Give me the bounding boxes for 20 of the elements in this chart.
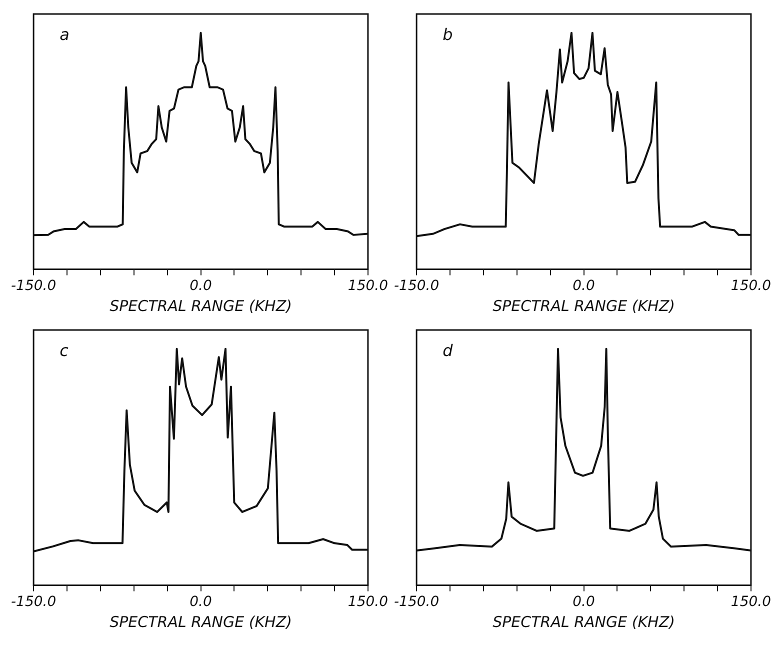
x-tick-label: 0.0 bbox=[190, 278, 212, 294]
x-axis-title: SPECTRAL RANGE (KHZ) bbox=[110, 296, 292, 315]
x-tick-label: 150.0 bbox=[730, 278, 772, 294]
x-tick-label: -150.0 bbox=[394, 278, 440, 294]
x-tick-label: -150.0 bbox=[394, 594, 440, 610]
x-tick-label: -150.0 bbox=[10, 594, 56, 610]
x-tick-label: 150.0 bbox=[348, 594, 388, 610]
x-tick-label: 0.0 bbox=[572, 594, 595, 610]
x-tick-label: 0.0 bbox=[572, 278, 595, 294]
annotation: c bbox=[60, 341, 69, 360]
x-tick-label: 150.0 bbox=[348, 278, 388, 294]
x-axis-title: SPECTRAL RANGE (KHZ) bbox=[110, 612, 292, 631]
x-axis-title: SPECTRAL RANGE (KHZ) bbox=[492, 296, 675, 315]
x-tick-label: -150.0 bbox=[10, 278, 56, 294]
annotation: b bbox=[442, 25, 453, 44]
x-tick-label: 0.0 bbox=[190, 594, 212, 610]
annotation: d bbox=[442, 341, 454, 360]
annotation: a bbox=[60, 25, 70, 44]
x-axis-title: SPECTRAL RANGE (KHZ) bbox=[492, 612, 675, 631]
x-tick-label: 150.0 bbox=[730, 594, 772, 610]
